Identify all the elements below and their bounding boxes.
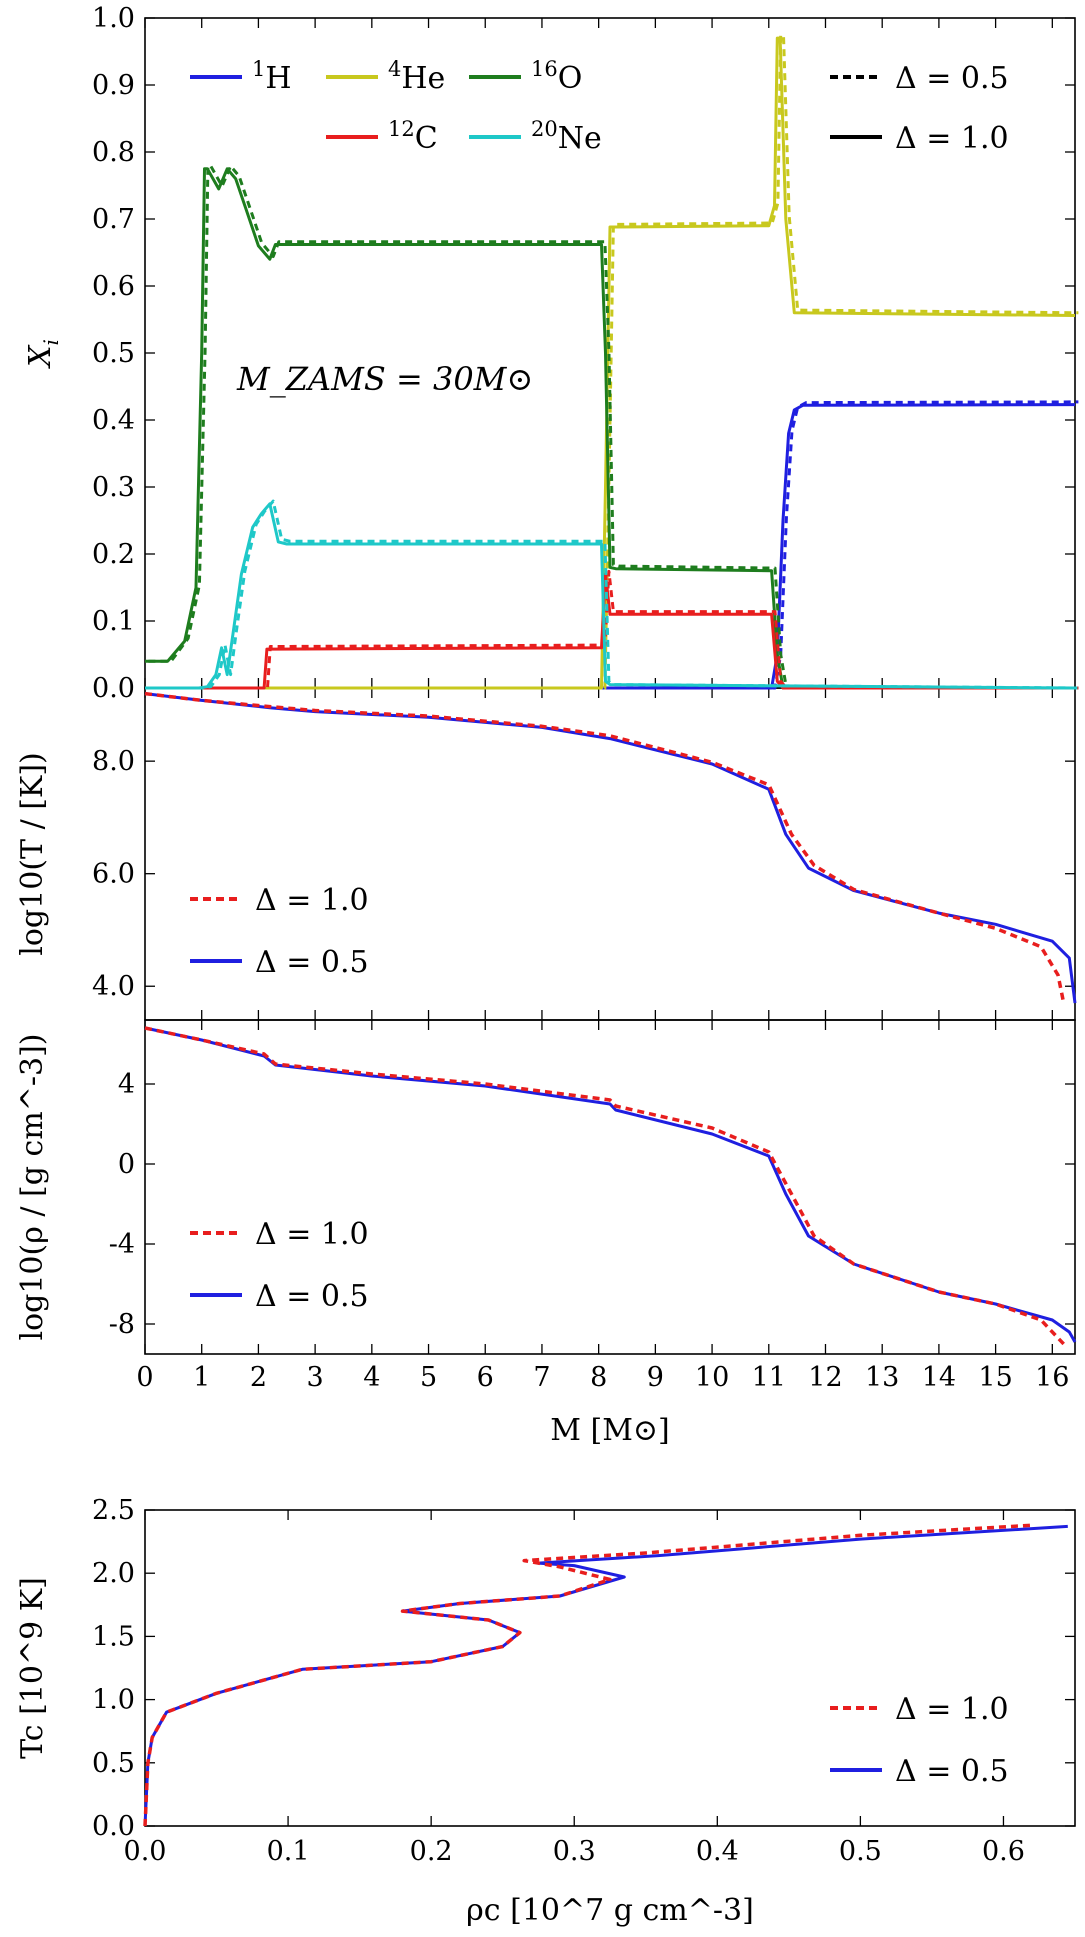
xtick-label: 4 [363,1362,380,1393]
xtick-label: 14 [922,1362,956,1393]
abundance-ylabel: Xi [23,339,63,369]
xtick-label: 0.6 [982,1836,1025,1867]
legend-label: Δ = 0.5 [255,945,369,980]
series-line-12Cdashed [148,569,1079,690]
series-line-20Nedashed [148,499,1079,690]
xtick-label: 12 [808,1362,842,1393]
legend-label-O: 16O [531,57,582,96]
legend-label-Ne: 20Ne [531,117,602,156]
legend-mass-number: 12 [388,117,415,141]
ytick-label: 0.0 [92,1811,135,1842]
ytick-label: 0.5 [92,338,135,369]
ytick-label: 1.5 [92,1621,135,1652]
xtick-label: 0.4 [696,1836,739,1867]
series-line-1Hdashed [148,400,1079,690]
legend-element-symbol: He [401,61,445,96]
series-line-05 [144,692,1077,1004]
ytick-label: 0 [118,1149,135,1180]
xtick-label: 6 [477,1362,494,1393]
legend-style-label: Δ = 0.5 [895,61,1009,96]
ytick-label: 0.4 [92,405,135,436]
ytick-label: 0.6 [92,271,135,302]
legend-label: Δ = 1.0 [255,883,369,918]
ytick-label: 4.0 [92,971,135,1002]
xtick-label: 1 [193,1362,210,1393]
zams-annotation: M_ZAMS = 30M⊙ [236,360,533,398]
ytick-label: 1.0 [92,3,135,34]
legend-label-H: 1H [252,57,292,96]
xtick-label: 0 [136,1362,153,1393]
xtick-label: 0.3 [553,1836,596,1867]
legend-element-symbol: Ne [558,121,602,156]
xtick-label: 2 [250,1362,267,1393]
xtick-label: 5 [420,1362,437,1393]
legend-label-He: 4He [388,57,445,96]
ytick-label: -8 [109,1309,135,1340]
legend-mass-number: 4 [388,57,401,81]
xtick-label: 11 [752,1362,786,1393]
ytick-label: 0.5 [92,1748,135,1779]
xtick-label: 8 [590,1362,607,1393]
xtick-label: 13 [865,1362,899,1393]
ytick-label: 0.7 [92,204,135,235]
legend-element-symbol: C [415,121,438,156]
legend-element-symbol: H [265,61,291,96]
legend-style-label: Δ = 1.0 [895,121,1009,156]
legend-label: Δ = 0.5 [895,1754,1009,1789]
central-xlabel: ρc [10^7 g cm^-3] [466,1893,754,1928]
series-line-4He [145,36,1076,690]
xtick-label: 15 [978,1362,1012,1393]
xtick-label: 0.5 [839,1836,882,1867]
xtick-label: 16 [1035,1362,1069,1393]
ytick-label: 8.0 [92,746,135,777]
legend-label-C: 12C [388,117,438,156]
legend-mass-number: 1 [252,57,265,81]
ytick-label: 0.9 [92,70,135,101]
series-line-20Ne [145,502,1076,690]
series-line-16Odashed [148,164,1079,690]
legend-label: Δ = 1.0 [895,1692,1009,1727]
legend-element-symbol: O [558,61,583,96]
xtick-label: 7 [533,1362,550,1393]
ytick-label: 0.2 [92,539,135,570]
ytick-label: 0.1 [92,606,135,637]
panel-central-frame [144,1509,1076,1827]
ytick-label: 4 [118,1069,135,1100]
panel-density-frame [144,1019,1076,1355]
temperature-ylabel: log10(T / [K]) [15,752,50,955]
xtick-label: 3 [307,1362,324,1393]
ytick-label: -4 [109,1229,135,1260]
series-line-16O [145,167,1075,690]
xtick-label: 0.0 [124,1836,167,1867]
mass-xlabel: M [M⊙] [550,1413,670,1448]
ytick-label: 1.0 [92,1685,135,1716]
xtick-label: 0.1 [267,1836,310,1867]
ytick-label: 2.5 [92,1495,135,1526]
ytick-label: 6.0 [92,859,135,890]
series-line-10 [143,1523,1033,1827]
density-ylabel: log10(ρ / [g cm^-3]) [15,1033,50,1340]
xtick-label: 0.2 [410,1836,453,1867]
legend-label: Δ = 0.5 [255,1279,369,1314]
series-line-10 [144,691,1066,1004]
legend-mass-number: 20 [531,117,558,141]
ytick-label: 0.8 [92,137,135,168]
ytick-label: 2.0 [92,1558,135,1589]
ytick-label: 0.0 [92,673,135,704]
xtick-label: 10 [695,1362,729,1393]
series-line-10 [144,1026,1065,1346]
legend-label: Δ = 1.0 [255,1217,369,1252]
central-ylabel: Tc [10^9 K] [15,1577,50,1759]
legend-mass-number: 16 [531,57,558,81]
ytick-label: 0.3 [92,472,135,503]
xtick-label: 9 [647,1362,664,1393]
